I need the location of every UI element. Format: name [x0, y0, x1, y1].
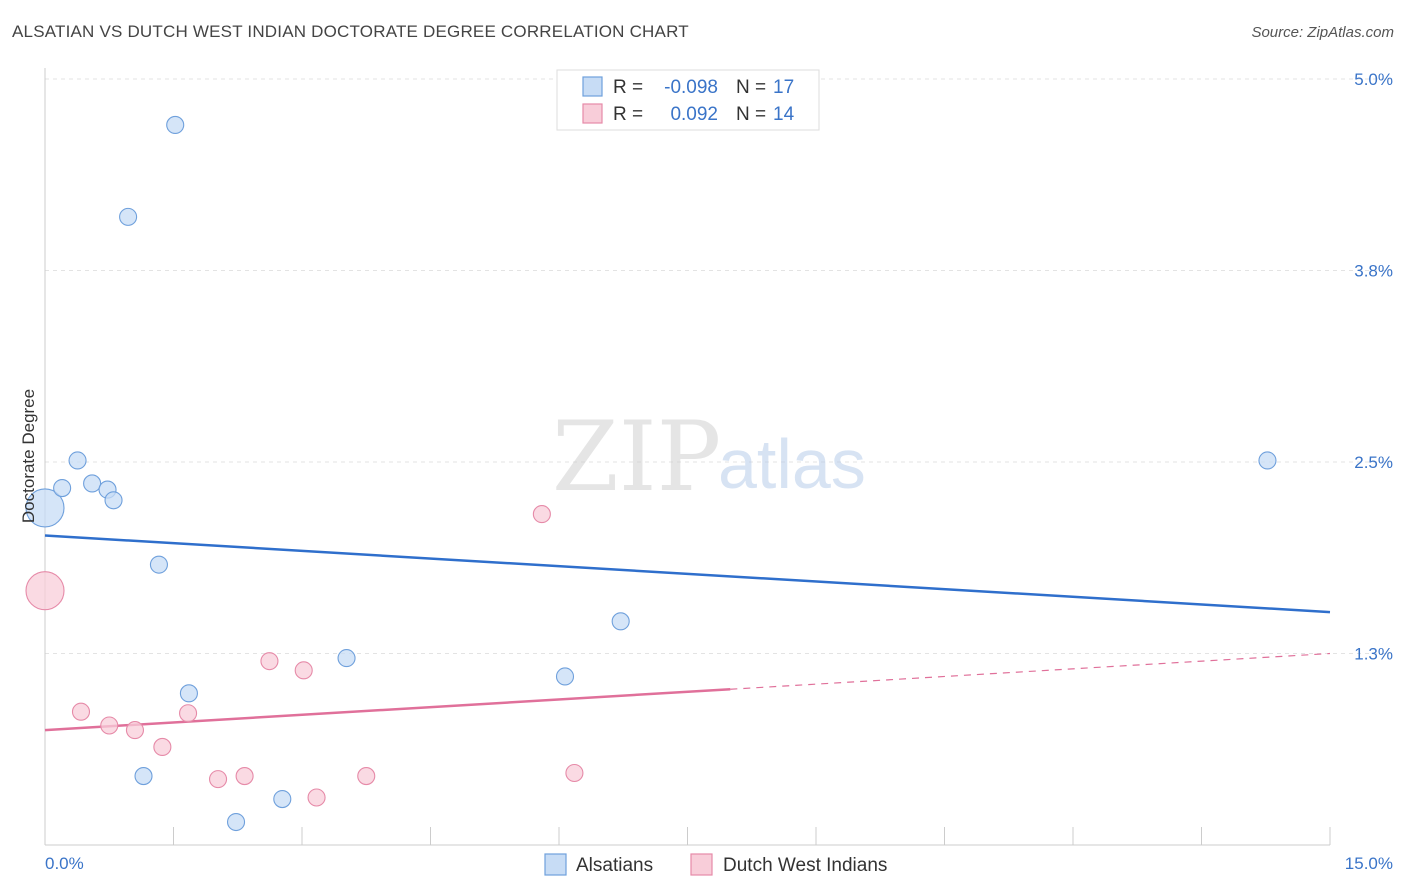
correlation-legend: R = -0.098 N = 17 R = 0.092 N = 14	[556, 69, 820, 131]
data-points	[25, 115, 1277, 832]
point-0-15	[611, 612, 630, 631]
point-1-0	[25, 571, 65, 611]
legend-swatch-dutch-west-indians-bottom	[690, 853, 713, 876]
point-0-1	[53, 478, 72, 498]
point-0-3	[83, 474, 102, 493]
point-0-6	[119, 207, 138, 226]
y-tick-label-0: 1.3%	[1354, 645, 1393, 664]
axes	[44, 68, 1331, 846]
point-0-5	[104, 491, 123, 510]
point-0-16	[1258, 451, 1277, 470]
point-1-12	[532, 505, 551, 524]
point-1-13	[565, 763, 584, 783]
x-tick-label-0: 0.0%	[45, 854, 84, 873]
point-1-5	[179, 704, 198, 723]
legend-n-value-dutch-west-indians: 14	[773, 104, 795, 125]
trend-line-0	[44, 534, 1331, 614]
legend-r-label-alsatians: R =	[613, 77, 643, 98]
source-label: Source: ZipAtlas.com	[1251, 24, 1394, 41]
point-0-8	[149, 555, 168, 574]
legend-swatch-dutch-west-indians	[582, 103, 603, 124]
point-1-3	[125, 721, 144, 740]
y-tick-label-3: 5.0%	[1354, 70, 1393, 89]
trend-lines	[44, 534, 1331, 732]
tick-labels: 1.3% 2.5% 3.8% 5.0% 0.0% 15.0%	[45, 70, 1393, 873]
point-1-4	[153, 737, 172, 757]
y-tick-label-1: 2.5%	[1354, 453, 1393, 472]
point-1-7	[235, 767, 254, 786]
point-0-7	[134, 767, 153, 786]
legend-n-value-alsatians: 17	[773, 77, 794, 98]
series-legend: Alsatians Dutch West Indians	[544, 853, 887, 876]
legend-n-label-dutch-west-indians: N =	[736, 104, 766, 125]
legend-swatch-alsatians-bottom	[544, 853, 567, 876]
legend-n-label-alsatians: N =	[736, 77, 766, 98]
trend-line-dashed-1	[730, 652, 1331, 690]
legend-label-dutch-west-indians: Dutch West Indians	[723, 855, 887, 876]
point-0-9	[166, 115, 185, 135]
point-0-10	[179, 684, 198, 703]
legend-label-alsatians: Alsatians	[576, 855, 653, 876]
x-tick-label-1: 15.0%	[1345, 854, 1393, 873]
trend-line-1	[44, 687, 731, 732]
y-tick-label-2: 3.8%	[1354, 262, 1393, 281]
point-0-12	[273, 789, 292, 809]
point-1-10	[307, 788, 326, 807]
legend-r-value-alsatians: -0.098	[664, 77, 718, 98]
legend-r-value-dutch-west-indians: 0.092	[670, 104, 718, 125]
legend-r-label-dutch-west-indians: R =	[613, 104, 643, 125]
y-axis-label: Doctorate Degree	[19, 389, 38, 523]
point-1-9	[294, 661, 313, 680]
point-1-1	[71, 702, 91, 721]
point-1-2	[100, 716, 119, 735]
point-1-8	[260, 652, 279, 671]
watermark-zip: ZIP	[552, 401, 721, 513]
point-0-13	[337, 649, 356, 668]
point-0-14	[555, 667, 575, 686]
point-0-0	[25, 488, 65, 528]
grid-lines	[45, 78, 1392, 654]
point-1-11	[357, 767, 376, 786]
chart-title: ALSATIAN VS DUTCH WEST INDIAN DOCTORATE …	[12, 22, 689, 41]
legend-swatch-alsatians	[582, 76, 603, 97]
point-1-6	[208, 770, 228, 789]
point-0-11	[226, 812, 246, 832]
point-0-2	[68, 451, 87, 470]
watermark-atlas: atlas	[718, 425, 866, 503]
